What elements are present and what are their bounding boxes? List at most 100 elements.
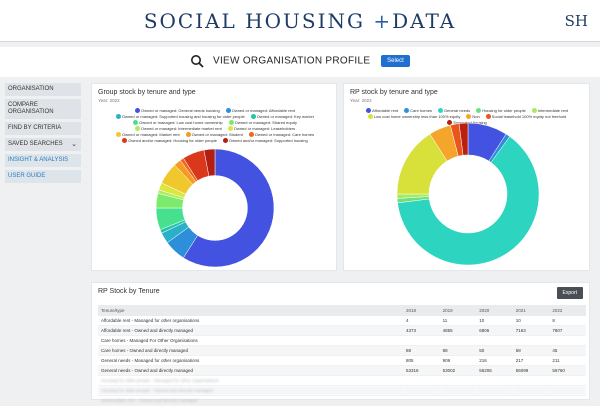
table-cell: 88 xyxy=(403,345,440,356)
sidebar-item-user-guide[interactable]: USER GUIDE xyxy=(5,170,81,183)
legend-item[interactable]: Non xyxy=(466,114,480,120)
legend-item[interactable]: Owned or managed: Leaseholders xyxy=(227,126,296,132)
donut-slice[interactable] xyxy=(397,136,540,266)
chart-subtitle: Year: 2022 xyxy=(98,98,120,103)
legend-label: Owned or managed: Affordable rent xyxy=(231,108,296,113)
chart-legend: Affordable rent Care homes General needs Ho… xyxy=(350,108,584,126)
table-cell xyxy=(476,395,513,406)
legend-item[interactable]: Owned and/or managed: Supported housing xyxy=(223,138,308,144)
table-cell xyxy=(439,395,477,406)
legend-item[interactable]: General needs xyxy=(437,108,470,114)
column-header[interactable]: 2021 xyxy=(512,305,550,316)
legend-item[interactable]: Owned or managed: Supported housing and … xyxy=(115,114,245,120)
table-row[interactable]: Care homes - Owned and directly managed 8… xyxy=(98,345,586,356)
legend-swatch xyxy=(476,108,482,114)
table-cell: 56760 xyxy=(549,365,586,376)
legend-item[interactable]: Owned or managed: Key worker xyxy=(250,114,314,120)
site-title[interactable]: SOCIAL HOUSING +DATA xyxy=(0,9,600,33)
sidebar-item-insight[interactable]: INSIGHT & ANALYSIS xyxy=(5,154,81,167)
legend-label: Care homes xyxy=(410,108,432,113)
column-header[interactable]: 2022 xyxy=(549,305,586,316)
table-cell xyxy=(403,375,440,386)
table-cell xyxy=(476,375,513,386)
table-cell: 10 xyxy=(476,316,513,326)
table-cell: 6806 xyxy=(476,325,513,336)
legend-item[interactable]: Owned or managed: General needs housing xyxy=(134,108,220,114)
table-cell: Affordable rent - Managed for other orga… xyxy=(98,316,403,326)
legend-item[interactable]: Care homes xyxy=(404,108,432,114)
table-cell xyxy=(512,375,550,386)
legend-item[interactable]: Affordable rent xyxy=(365,108,399,114)
table-row[interactable]: Affordable rent - Managed for other orga… xyxy=(98,316,586,326)
table-cell: 11 xyxy=(439,316,477,326)
legend-label: Owned or managed: Supported housing and … xyxy=(121,114,245,119)
legend-swatch xyxy=(250,114,256,120)
donut-slice[interactable] xyxy=(183,148,275,268)
sidebar-item-find[interactable]: FIND BY CRITERIA xyxy=(5,122,81,135)
column-header[interactable]: 2019 xyxy=(439,305,477,316)
table-cell: Intermediate rent - Owned and directly m… xyxy=(98,395,403,406)
select-button[interactable]: Select xyxy=(381,55,410,67)
legend-item[interactable]: Owned or managed: Low cost home ownershi… xyxy=(133,120,223,126)
table-cell: 909 xyxy=(439,355,477,366)
legend-item[interactable]: Housing for older people xyxy=(476,108,526,114)
legend-item[interactable]: Social leasehold 100% equity not freehol… xyxy=(485,114,567,120)
legend-label: Owned or managed: Leaseholders xyxy=(233,126,296,131)
table-cell: 7807 xyxy=(549,325,586,336)
donut-slice[interactable] xyxy=(458,122,469,156)
table-cell: General needs - Managed for other organi… xyxy=(98,355,403,366)
table-row[interactable]: Housing for older people - Managed for o… xyxy=(98,375,586,386)
legend-item[interactable]: Owned or managed: Affordable rent xyxy=(225,108,296,114)
table-cell xyxy=(403,335,440,346)
column-header[interactable]: 2018 xyxy=(403,305,440,316)
table-row[interactable]: General needs - Owned and directly manag… xyxy=(98,365,586,376)
column-header[interactable]: 2020 xyxy=(476,305,513,316)
table-cell xyxy=(512,395,550,406)
table-cell: 53316 xyxy=(403,365,440,376)
table-cell xyxy=(549,375,586,386)
legend-item[interactable]: Low cost home ownership less than 100% e… xyxy=(367,114,461,120)
app-header: SOCIAL HOUSING +DATA SH xyxy=(0,0,600,42)
table-cell: 53002 xyxy=(439,365,477,376)
table-cell: 217 xyxy=(512,355,550,366)
table-cell: Affordable rent - Owned and directly man… xyxy=(98,325,403,336)
legend-item[interactable]: Intermediate rent xyxy=(531,108,568,114)
table-row[interactable]: Affordable rent - Owned and directly man… xyxy=(98,325,586,336)
legend-label: Housing for older people xyxy=(482,108,526,113)
view-profile-label: VIEW ORGANISATION PROFILE xyxy=(212,55,371,67)
legend-item[interactable]: Owned or managed: Shared equity xyxy=(228,120,297,126)
table-row[interactable]: Care homes - Managed For Other Organisat… xyxy=(98,335,586,346)
chevron-down-icon[interactable]: ⌄ xyxy=(71,141,77,148)
legend-item[interactable]: Owned or managed: Intermediate market re… xyxy=(134,126,222,132)
sidebar-item-organisation[interactable]: ORGANISATION xyxy=(5,83,81,96)
legend-label: Low cost home ownership less than 100% e… xyxy=(373,114,461,119)
table-cell: 7163 xyxy=(512,325,550,336)
legend-label: Social leasehold 100% equity not freehol… xyxy=(491,114,567,119)
donut-slice[interactable] xyxy=(203,148,216,177)
legend-item[interactable]: Owned or managed: Care homes xyxy=(248,132,314,138)
logo-initials[interactable]: SH xyxy=(564,12,588,30)
sidebar-item-compare[interactable]: COMPARE ORGANISATION xyxy=(5,99,81,119)
table-cell: General needs - Owned and directly manag… xyxy=(98,365,403,376)
export-button[interactable]: Export xyxy=(556,287,583,299)
table-cell: Housing for older people - Managed for o… xyxy=(98,375,403,386)
column-header[interactable]: Tenure/type xyxy=(98,305,403,316)
legend-item[interactable]: Owned or managed: Market rent xyxy=(116,132,180,138)
rp-stock-table-card: RP Stock by Tenure Export Tenure/type 20… xyxy=(91,282,590,406)
legend-item[interactable]: Owned and/or managed: Housing for older … xyxy=(122,138,217,144)
table-cell xyxy=(549,385,586,396)
legend-item[interactable]: Owned or managed: Student xyxy=(185,132,243,138)
sidebar-item-label: COMPARE ORGANISATION xyxy=(8,102,54,115)
table-cell: 56206 xyxy=(476,365,513,376)
table-row[interactable]: Housing for older people - Owned and dir… xyxy=(98,385,586,396)
table-row[interactable]: Intermediate rent - Owned and directly m… xyxy=(98,395,586,406)
legend-label: Affordable rent xyxy=(371,108,399,113)
chart-legend: Owned or managed: General needs housing O… xyxy=(98,108,332,144)
table-cell xyxy=(439,335,477,346)
table-row[interactable]: General needs - Managed for other organi… xyxy=(98,355,586,366)
sidebar-item-saved-searches[interactable]: SAVED SEARCHES ⌄ xyxy=(5,138,81,151)
rp-stock-card: RP stock by tenure and type Year: 2022 A… xyxy=(343,83,590,271)
legend-swatch xyxy=(485,114,491,120)
search-icon xyxy=(191,55,204,68)
legend-item[interactable]: Supported housing xyxy=(447,120,487,126)
